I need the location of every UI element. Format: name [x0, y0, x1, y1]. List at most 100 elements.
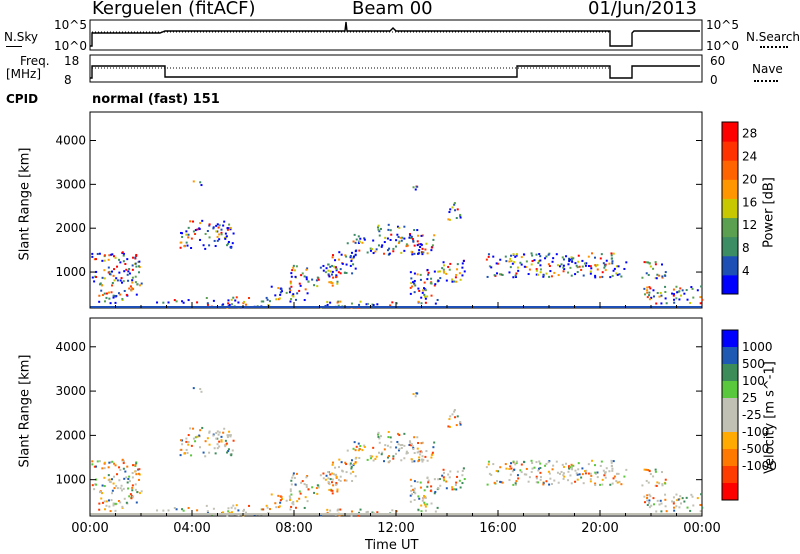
power-cell: [138, 284, 141, 287]
power-cell: [180, 231, 183, 234]
nsearch-label: N.Search: [746, 30, 800, 44]
power-cell: [420, 302, 423, 305]
power-cell: [589, 272, 592, 275]
velocity-cell: [424, 509, 427, 512]
velocity-cell: [378, 441, 381, 444]
power-cell: [604, 269, 607, 272]
power-cell: [319, 266, 322, 269]
power-cell: [447, 218, 450, 221]
power-cell: [103, 292, 106, 295]
velocity-cell: [681, 497, 684, 500]
velocity-cell: [400, 447, 403, 450]
power-cell: [433, 234, 436, 237]
velocity-cell: [441, 474, 444, 477]
power-cell: [430, 294, 433, 297]
velocity-cell: [180, 448, 183, 451]
power-cell: [220, 233, 223, 236]
xtick-label: 04:00: [173, 521, 210, 536]
power-cell: [492, 255, 495, 258]
velocity-cell: [676, 499, 679, 502]
velocity-cell: [488, 472, 491, 475]
velocity-cell: [196, 509, 199, 512]
velocity-cell: [421, 460, 424, 463]
velocity-cell: [285, 499, 288, 502]
power-cell: [567, 271, 570, 274]
power-cell: [672, 294, 675, 297]
power-cell: [420, 296, 423, 299]
power-cell: [229, 228, 232, 231]
power-cell: [204, 232, 207, 235]
power-cell: [279, 291, 282, 294]
velocity-panel-frame: [89, 317, 703, 517]
velocity-cell: [648, 506, 651, 509]
velocity-cell: [116, 473, 119, 476]
power-cell: [376, 226, 379, 229]
power-cell: [445, 279, 448, 282]
power-colorbar-segment: [722, 160, 738, 180]
power-cell: [107, 266, 110, 269]
velocity-cell: [396, 432, 399, 435]
velocity-cell: [121, 458, 124, 461]
velocity-cell: [430, 453, 433, 456]
power-cell: [291, 269, 294, 272]
power-cell: [426, 295, 429, 298]
velocity-cell: [509, 473, 512, 476]
power-cell: [570, 256, 573, 259]
power-cell: [190, 237, 193, 240]
power-cell: [194, 233, 197, 236]
power-panel-frame: [89, 111, 703, 309]
power-cell: [119, 293, 122, 296]
power-cell: [91, 276, 94, 279]
power-cell: [234, 299, 237, 302]
velocity-cell: [647, 481, 650, 484]
power-cell: [571, 258, 574, 261]
power-cell: [199, 222, 202, 225]
power-colorbar-segment: [722, 217, 738, 238]
velocity-cell: [126, 481, 129, 484]
power-colorbar-tick: 24: [742, 149, 757, 163]
velocity-cell: [101, 501, 104, 504]
power-cell: [673, 298, 676, 301]
power-colorbar-tick: 16: [742, 195, 757, 209]
velocity-cell: [397, 443, 400, 446]
power-cell: [514, 274, 517, 277]
velocity-cell: [187, 440, 190, 443]
velocity-cell: [451, 488, 454, 491]
power-cell: [496, 272, 499, 275]
xtick-label: 20:00: [581, 521, 618, 536]
velocity-cell: [421, 455, 424, 458]
power-cell: [431, 244, 434, 247]
velocity-cell: [699, 510, 702, 513]
velocity-cell: [113, 487, 116, 490]
velocity-cell: [366, 458, 369, 461]
power-cell: [208, 224, 211, 227]
power-cell: [646, 291, 649, 294]
power-cell: [647, 273, 650, 276]
power-colorbar-segment: [722, 122, 738, 142]
velocity-cell: [562, 477, 565, 480]
power-cell: [531, 254, 534, 257]
velocity-cell: [655, 484, 658, 487]
power-cell: [289, 280, 292, 283]
power-cell: [441, 267, 444, 270]
velocity-cell: [328, 488, 331, 491]
velocity-cell: [216, 430, 219, 433]
velocity-cell: [112, 462, 115, 465]
velocity-cell: [131, 486, 134, 489]
power-cell: [268, 300, 271, 303]
power-cell: [346, 242, 349, 245]
velocity-cell: [200, 390, 203, 393]
power-cell: [383, 252, 386, 255]
power-cell: [371, 303, 374, 306]
power-cell: [345, 263, 348, 266]
velocity-cell: [330, 481, 333, 484]
power-cell: [672, 288, 675, 291]
velocity-cell: [206, 511, 209, 514]
velocity-cell: [445, 480, 448, 483]
velocity-cell: [227, 510, 230, 513]
velocity-cell: [654, 468, 657, 471]
power-cell: [369, 247, 372, 250]
velocity-cell: [103, 508, 106, 511]
velocity-cell: [609, 483, 612, 486]
power-cell: [660, 294, 663, 297]
